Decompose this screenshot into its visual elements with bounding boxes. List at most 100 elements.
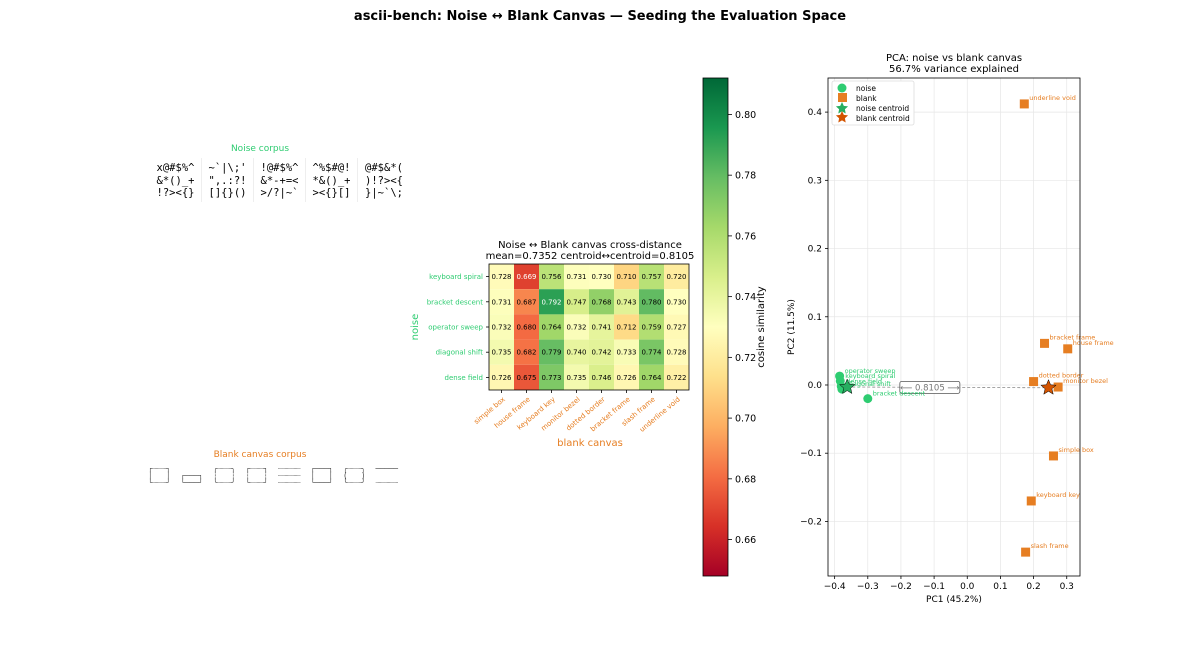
heatmap-value: 0.720	[666, 273, 686, 281]
pca-title: PCA: noise vs blank canvas	[886, 53, 1022, 64]
pca-xtick-label: 0.0	[960, 582, 975, 592]
heatmap-cell	[639, 364, 664, 390]
heatmap-grid: 0.728 0.669 0.756 0.731 0.730 0.710 0.757 0.720…	[427, 263, 690, 434]
figure-title: ascii-bench: Noise ↔ Blank Canvas — Seed…	[353, 9, 847, 24]
heatmap-cell	[589, 364, 614, 390]
pca-xtick-label: 0.2	[1026, 582, 1040, 592]
pca-ytick-label: 0.2	[808, 245, 822, 255]
pca-ylabel: PC2 (11.5%)	[787, 299, 797, 355]
heatmap-cell	[514, 364, 539, 390]
heatmap-cell	[564, 314, 589, 340]
noise-sample: !@#$%^ &*-+=< >/?|~`	[254, 158, 306, 202]
heatmap-xlabel: blank canvas	[557, 438, 623, 449]
heatmap-value: 0.774	[641, 349, 662, 357]
colorbar-ticks: 0.66 0.68 0.70 0.72 0.74 0.76 0.78 0.80	[728, 110, 756, 546]
heatmap-value: 0.747	[566, 298, 586, 306]
pca-xtick-label: −0.1	[923, 582, 945, 592]
blank-sample: ┈┈┈┈┈ ┈┈┈┈┈ ┈┈┈┈┈	[278, 464, 301, 487]
heatmap-cell	[539, 364, 564, 390]
heatmap-value: 0.722	[666, 374, 686, 382]
heatmap-title: Noise ↔ Blank canvas cross-distance	[498, 240, 682, 251]
heatmap-value: 0.726	[491, 374, 512, 382]
noise-corpus-grid: x@#$%^ &*()_+ !?><{} ~`|\;' ",.:?! []{}(…	[150, 158, 410, 202]
noise-point-label: keyboard spiral	[845, 372, 895, 380]
heatmap-cell	[489, 264, 514, 290]
blank-point-label: house frame	[1073, 339, 1114, 347]
blank-sample: ┌───┐ └───┘	[180, 471, 204, 487]
noise-sample: ~`|\;' ",.:?! []{}()	[202, 158, 254, 202]
heatmap-cell	[514, 339, 539, 365]
heatmap-value: 0.759	[641, 324, 661, 332]
colorbar-label: cosine similarity	[756, 286, 767, 367]
heatmap-value: 0.728	[491, 273, 511, 281]
centroid-distance-label: ⟵ 0.8105 ⟶	[900, 383, 960, 393]
blank-point-label: simple box	[1058, 446, 1093, 454]
pca-ytick-label: −0.1	[800, 449, 822, 459]
heatmap-value: 0.687	[516, 298, 536, 306]
pca-xtick-label: −0.3	[857, 582, 879, 592]
heatmap-cell	[614, 264, 639, 290]
heatmap-value: 0.746	[591, 374, 612, 382]
heatmap-value: 0.740	[566, 349, 586, 357]
pca-ytick-label: 0.1	[808, 313, 822, 323]
heatmap-value: 0.733	[616, 349, 636, 357]
legend-noise-marker	[837, 83, 847, 93]
blank-sample: ╭┈┈┈╮ ┆ ┆ ╰┈┈┈╯	[213, 464, 236, 487]
blank-centroid-marker	[1040, 379, 1057, 395]
heatmap-value: 0.742	[591, 349, 611, 357]
heatmap-value: 0.730	[591, 273, 611, 281]
blank-sample: ───── ┈┈┈┈┈	[375, 464, 399, 487]
heatmap-cell	[564, 364, 589, 390]
heatmap-cell	[614, 314, 639, 340]
blank-corpus-title: Blank canvas corpus	[213, 450, 307, 460]
heatmap-row-label: operator sweep	[428, 324, 483, 332]
heatmap-cell	[639, 339, 664, 365]
noise-point-label: bracket descent	[873, 390, 926, 398]
heatmap-cell	[639, 314, 664, 340]
centroid-distance-box	[899, 380, 961, 394]
blank-corpus-grid: ┌┈┈┈┐ │ │ └┈┈┈┘ ┌───┐ └───┘ ╭┈┈┈╮ ┆ ┆ ╰┈…	[148, 462, 408, 490]
blank-sample: ┌───┐ │ │ └───┘	[310, 464, 334, 487]
heatmap-row-label: diagonal shift	[436, 349, 484, 357]
pca-xtick-label: 0.1	[993, 582, 1007, 592]
pca-xtick-label: −0.2	[890, 582, 912, 592]
blank-point	[1040, 338, 1050, 348]
heatmap-cell	[514, 289, 539, 315]
heatmap-cell	[664, 264, 689, 290]
heatmap-value: 0.682	[516, 349, 536, 357]
legend-blank-label: blank	[856, 94, 877, 103]
legend-blank-centroid-marker	[835, 111, 849, 123]
heatmap-cell	[589, 289, 614, 315]
blank-point	[1053, 382, 1063, 392]
noise-sample: @#$&*( )!?><{ }|~`\;	[365, 162, 403, 199]
heatmap-cell	[664, 314, 689, 340]
heatmap-cell	[539, 314, 564, 340]
heatmap-cell	[614, 364, 639, 390]
heatmap-value: 0.757	[641, 273, 661, 281]
heatmap-value: 0.764	[641, 374, 662, 382]
pca-ytick-label: 0.0	[808, 381, 823, 391]
heatmap-value: 0.669	[516, 273, 536, 281]
blank-point-label: bracket frame	[1050, 333, 1096, 341]
noise-point-label: dense field	[846, 377, 882, 385]
blank-point	[1026, 496, 1036, 506]
heatmap-cell	[489, 289, 514, 315]
noise-sample: x@#$%^ &*()_+ !?><{}	[150, 158, 202, 202]
heatmap-value: 0.730	[666, 298, 686, 306]
colorbar-tick-label: 0.66	[735, 535, 756, 546]
blank-sample: ┌┈┈┈┐ │ │ └┈┈┈┘	[148, 464, 171, 487]
heatmap-value: 0.780	[641, 298, 661, 306]
pca-gridlines	[828, 78, 1080, 576]
heatmap-value: 0.710	[616, 273, 636, 281]
legend-noise-label: noise	[856, 84, 876, 93]
noise-point-label: diagonal shift	[847, 380, 891, 388]
blank-point-label: slash frame	[1031, 542, 1069, 550]
heatmap-cell	[589, 264, 614, 290]
heatmap-cell	[564, 264, 589, 290]
heatmap-cell	[639, 264, 664, 290]
pca-frame	[827, 77, 1081, 577]
colorbar-tick-label: 0.68	[735, 474, 756, 485]
colorbar-tick-label: 0.80	[735, 110, 756, 121]
heatmap-value: 0.680	[516, 324, 536, 332]
heatmap-cell	[514, 314, 539, 340]
